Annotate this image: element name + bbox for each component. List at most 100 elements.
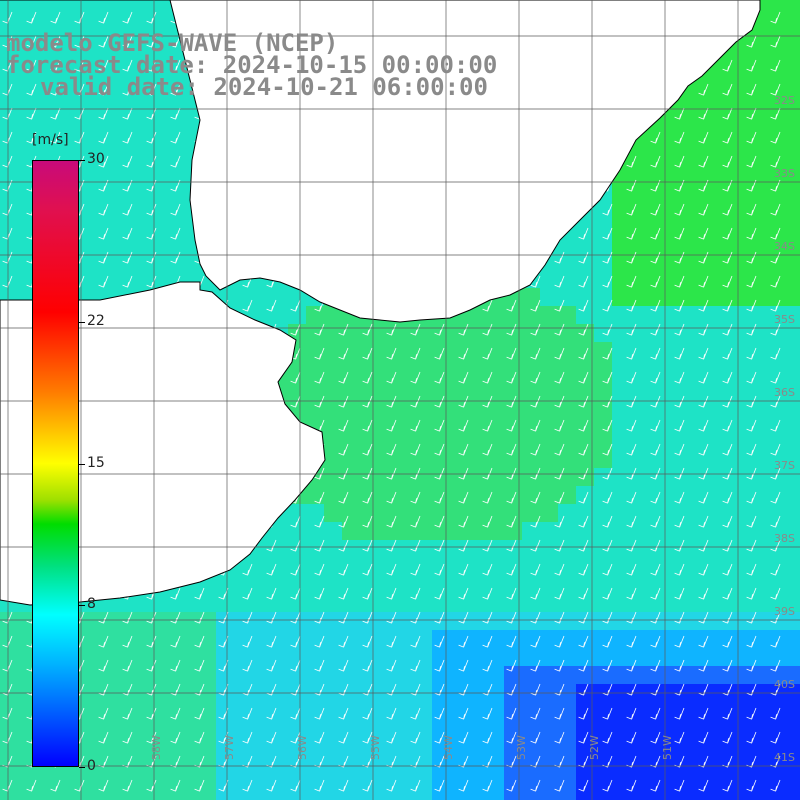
wind-speed-cell <box>54 54 72 72</box>
wind-speed-cell <box>342 450 360 468</box>
wind-speed-cell <box>792 720 800 738</box>
wind-speed-cell <box>792 18 800 36</box>
wind-arrow <box>530 491 541 504</box>
wind-speed-cell <box>432 378 450 396</box>
colorbar-tick-mark <box>79 767 85 768</box>
wind-speed-cell <box>666 288 684 306</box>
wind-speed-cell <box>792 522 800 540</box>
wind-speed-cell <box>216 630 234 648</box>
wind-speed-cell <box>792 486 800 504</box>
wind-speed-cell <box>612 396 630 414</box>
wind-speed-cell <box>720 360 738 378</box>
wind-speed-cell <box>792 756 800 774</box>
wind-arrow <box>98 107 109 120</box>
wind-speed-cell <box>576 270 594 288</box>
wind-speed-cell <box>126 90 144 108</box>
wind-speed-cell <box>252 594 270 612</box>
wind-speed-cell <box>396 702 414 720</box>
wind-speed-cell <box>450 378 468 396</box>
wind-speed-cell <box>504 414 522 432</box>
wind-speed-cell <box>684 576 702 594</box>
wind-speed-cell <box>486 630 504 648</box>
wind-arrow <box>122 107 133 120</box>
wind-speed-cell <box>666 234 684 252</box>
wind-speed-cell <box>144 756 162 774</box>
wind-speed-cell <box>306 378 324 396</box>
wind-speed-cell <box>594 450 612 468</box>
wind-speed-cell <box>792 378 800 396</box>
wind-speed-cell <box>144 0 162 18</box>
wind-speed-cell <box>288 594 306 612</box>
wind-arrow <box>554 395 565 408</box>
wind-speed-cell <box>792 0 800 18</box>
wind-speed-cell <box>36 90 54 108</box>
wind-speed-cell <box>486 576 504 594</box>
wind-speed-cell <box>522 720 540 738</box>
wind-speed-cell <box>738 702 756 720</box>
wind-speed-cell <box>252 648 270 666</box>
wind-speed-cell <box>306 504 324 522</box>
wind-speed-cell <box>342 576 360 594</box>
wind-speed-cell <box>720 54 738 72</box>
wind-speed-cell <box>756 18 774 36</box>
wind-speed-cell <box>216 666 234 684</box>
wind-speed-cell <box>432 576 450 594</box>
wind-speed-cell <box>756 522 774 540</box>
wind-speed-cell <box>702 504 720 522</box>
wind-speed-cell <box>756 198 774 216</box>
wind-speed-cell <box>504 576 522 594</box>
wind-speed-cell <box>738 774 756 792</box>
wind-speed-cell <box>54 90 72 108</box>
wind-speed-cell <box>738 792 756 800</box>
wind-arrow <box>170 227 181 240</box>
wind-speed-cell <box>594 432 612 450</box>
wind-speed-cell <box>0 270 18 288</box>
wind-speed-cell <box>702 450 720 468</box>
wind-speed-cell <box>576 414 594 432</box>
wind-speed-cell <box>720 234 738 252</box>
wind-speed-cell <box>648 774 666 792</box>
wind-speed-cell <box>378 576 396 594</box>
wind-arrow <box>506 371 517 384</box>
wind-speed-cell <box>684 234 702 252</box>
wind-speed-cell <box>144 594 162 612</box>
wind-arrow <box>698 275 709 288</box>
wind-arrow <box>746 107 757 120</box>
wind-speed-cell <box>0 756 18 774</box>
wind-speed-cell <box>216 702 234 720</box>
wind-arrow <box>770 59 781 72</box>
wind-speed-cell <box>630 378 648 396</box>
wind-speed-cell <box>198 594 216 612</box>
wind-speed-cell <box>792 540 800 558</box>
wind-speed-cell <box>738 414 756 432</box>
wind-speed-cell <box>54 774 72 792</box>
wind-speed-cell <box>18 54 36 72</box>
wind-speed-cell <box>432 486 450 504</box>
wind-speed-cell <box>594 504 612 522</box>
wind-speed-cell <box>432 432 450 450</box>
wind-speed-cell <box>738 576 756 594</box>
wind-speed-cell <box>738 126 756 144</box>
wind-speed-cell <box>270 306 288 324</box>
wind-speed-cell <box>360 396 378 414</box>
wind-speed-cell <box>414 432 432 450</box>
wind-arrow <box>578 227 589 240</box>
wind-speed-cell <box>630 306 648 324</box>
colorbar-tick-label: 0 <box>87 758 96 774</box>
wind-speed-cell <box>738 270 756 288</box>
wind-speed-cell <box>576 702 594 720</box>
wind-speed-cell <box>702 630 720 648</box>
wind-speed-cell <box>756 774 774 792</box>
wind-speed-cell <box>630 432 648 450</box>
wind-speed-cell <box>648 468 666 486</box>
wind-speed-cell <box>90 126 108 144</box>
wind-speed-cell <box>270 576 288 594</box>
wind-arrow <box>770 83 781 96</box>
wind-speed-cell <box>648 522 666 540</box>
wind-speed-cell <box>504 432 522 450</box>
wind-speed-cell <box>360 666 378 684</box>
wind-speed-cell <box>612 270 630 288</box>
longitude-label: 54W <box>442 735 455 760</box>
wind-speed-cell <box>594 792 612 800</box>
